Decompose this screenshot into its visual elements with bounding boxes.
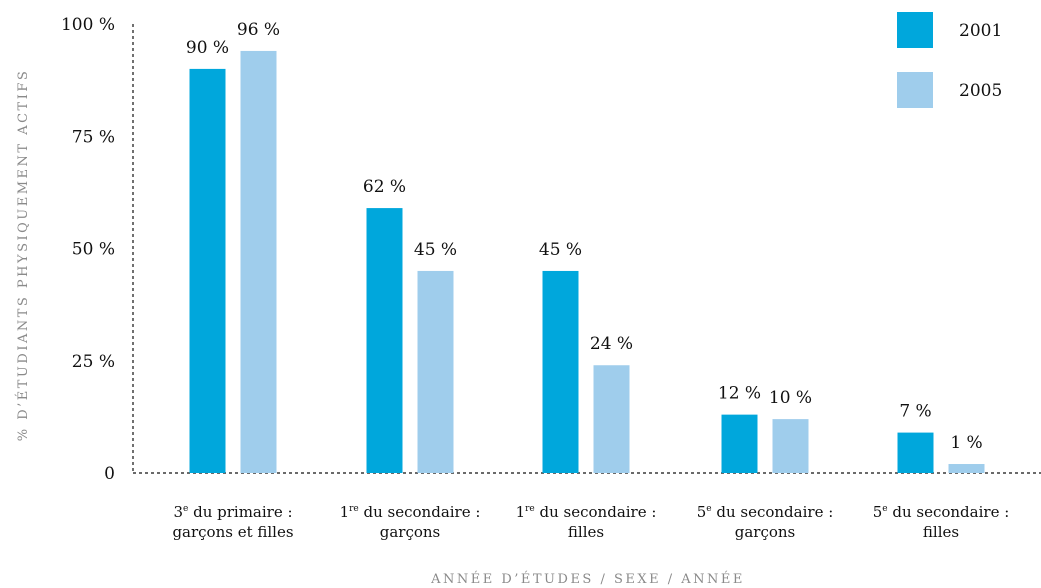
data-label: 10 %	[769, 388, 812, 408]
bar-2001-2	[542, 270, 579, 473]
data-label: 12 %	[718, 384, 761, 404]
data-labels: 90 % 62 % 45 % 12 % 7 % 96 % 45 % 24 % 10 % 1 %	[186, 20, 983, 453]
category-label-line2: filles	[923, 523, 959, 541]
ordinal-number: 5	[697, 503, 707, 521]
category-label-line2: garçons	[380, 523, 441, 541]
bar-2005-1	[417, 270, 454, 473]
data-label: 90 %	[186, 38, 229, 58]
level-text: du secondaire :	[888, 503, 1010, 521]
data-label: 45 %	[414, 240, 457, 260]
category-label-line1: 1re du secondaire :	[340, 503, 481, 521]
legend: 2001 2005	[897, 12, 1002, 108]
category-label-line2: garçons et filles	[172, 523, 293, 541]
y-tick-label: 50 %	[72, 240, 115, 260]
category-label-line2: filles	[568, 523, 604, 541]
legend-label: 2005	[959, 81, 1002, 101]
level-text: du primaire :	[188, 503, 292, 521]
y-tick-labels: 0 25 % 50 % 75 % 100 %	[61, 15, 115, 484]
category-label-line1: 1re du secondaire :	[516, 503, 657, 521]
ordinal-number: 5	[873, 503, 883, 521]
category-label-line1: 3e du primaire :	[173, 503, 292, 521]
ordinal-suffix: re	[349, 504, 359, 514]
y-tick-label: 100 %	[61, 15, 115, 35]
ordinal-suffix: re	[525, 504, 535, 514]
axes	[132, 24, 1041, 474]
y-axis-title: % D’ÉTUDIANTS PHYSIQUEMENT ACTIFS	[15, 69, 31, 442]
legend-label: 2001	[959, 21, 1002, 41]
y-tick-label: 0	[104, 464, 115, 484]
level-text: du secondaire :	[712, 503, 834, 521]
category-label-line1: 5e du secondaire :	[697, 503, 834, 521]
data-label: 24 %	[590, 334, 633, 354]
y-tick-label: 75 %	[72, 127, 115, 147]
bar-2005-0	[240, 50, 277, 473]
level-text: du secondaire :	[535, 503, 657, 521]
category-label-line2: garçons	[735, 523, 796, 541]
data-label: 7 %	[899, 402, 931, 422]
bars	[189, 50, 985, 474]
data-label: 45 %	[539, 240, 582, 260]
ordinal-number: 1	[340, 503, 350, 521]
legend-swatch-2005	[897, 72, 933, 108]
level-text: du secondaire :	[359, 503, 481, 521]
bar-2001-3	[721, 414, 758, 473]
bar-2005-2	[593, 365, 630, 473]
ordinal-suffix: e	[183, 504, 188, 514]
bar-2005-4	[948, 464, 985, 473]
bar-2001-0	[189, 68, 226, 474]
data-label: 96 %	[237, 20, 280, 40]
bar-2001-1	[366, 208, 403, 473]
ordinal-suffix: e	[882, 504, 887, 514]
data-label: 62 %	[363, 177, 406, 197]
y-tick-label: 25 %	[72, 352, 115, 372]
x-axis-title: ANNÉE D’ÉTUDES / SEXE / ANNÉE	[430, 571, 745, 587]
ordinal-number: 1	[516, 503, 526, 521]
bar-2001-4	[897, 432, 934, 473]
legend-swatch-2001	[897, 12, 933, 48]
bar-2005-3	[772, 419, 809, 473]
ordinal-suffix: e	[706, 504, 711, 514]
ordinal-number: 3	[173, 503, 183, 521]
category-label-line1: 5e du secondaire :	[873, 503, 1010, 521]
data-label: 1 %	[950, 433, 982, 453]
